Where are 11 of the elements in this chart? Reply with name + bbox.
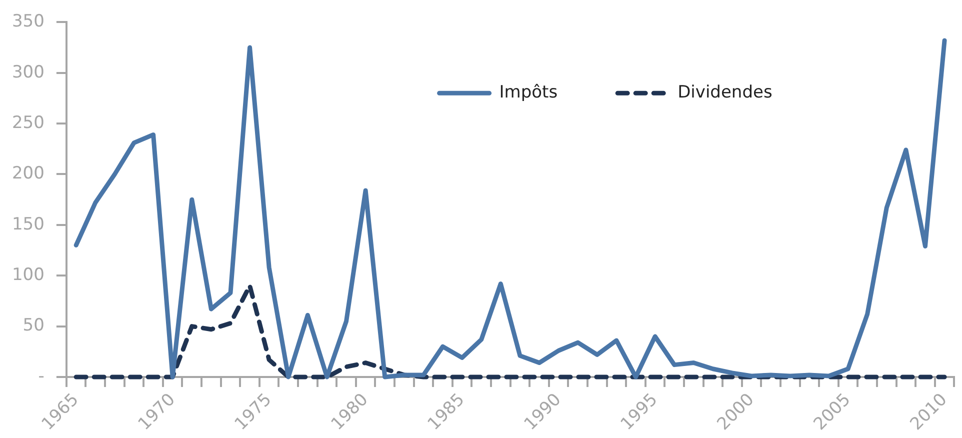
- y-tick-label: 100: [12, 265, 44, 286]
- y-tick-label: 300: [12, 62, 44, 82]
- y-tick-label: -: [38, 366, 44, 386]
- line-series: [74, 284, 947, 380]
- y-tick-label: 50: [22, 316, 44, 336]
- legend-label: Dividendes: [678, 82, 772, 103]
- y-tick-label: 150: [12, 214, 44, 234]
- y-tick-label: 200: [12, 164, 44, 184]
- legend-label: Impôts: [499, 82, 558, 103]
- y-tick-label: 350: [12, 12, 44, 32]
- y-tick-label: 250: [12, 112, 44, 133]
